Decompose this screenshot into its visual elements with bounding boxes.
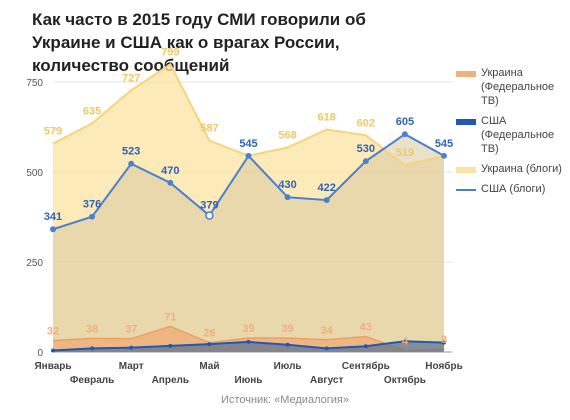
x-tick-label: Октябрь <box>384 374 426 386</box>
data-label-usa-blogs: 430 <box>278 179 296 191</box>
y-tick-label: 0 <box>37 348 43 359</box>
data-label-ukraine-tv: 39 <box>281 323 293 335</box>
legend-item-ukraine-blogs[interactable]: Украина (блоги) <box>456 162 568 176</box>
data-label-ukraine-blogs: 519 <box>396 147 414 159</box>
legend-label-ukraine-blogs: Украина (блоги) <box>481 163 562 175</box>
data-label-ukraine-tv: 4 <box>402 336 409 348</box>
legend-swatch-ukraine-blogs <box>456 167 476 173</box>
point-usa-blogs <box>362 158 369 165</box>
legend-swatch-usa-blogs <box>456 189 476 191</box>
x-tick-label: Ноябрь <box>425 360 462 372</box>
y-tick-label: 750 <box>26 78 43 89</box>
x-tick-label: Июнь <box>235 375 263 386</box>
data-label-usa-blogs: 422 <box>318 182 336 194</box>
point-usa-blogs <box>284 194 291 201</box>
point-usa-tv <box>363 344 368 349</box>
legend-item-usa-blogs[interactable]: США (блоги) <box>456 182 568 196</box>
data-label-ukraine-tv: 34 <box>321 325 334 337</box>
data-label-ukraine-tv: 38 <box>86 323 98 335</box>
y-tick-label: 250 <box>26 258 43 269</box>
point-usa-blogs <box>205 211 214 220</box>
legend-item-usa-tv[interactable]: США (Федеральное ТВ) <box>456 114 568 156</box>
data-label-ukraine-tv: 71 <box>164 311 176 323</box>
point-usa-tv <box>442 340 446 345</box>
data-label-ukraine-tv: 39 <box>242 323 254 335</box>
data-label-ukraine-tv: 8 <box>441 334 447 346</box>
data-label-usa-blogs: 530 <box>357 143 375 155</box>
data-label-ukraine-blogs: 727 <box>122 72 140 84</box>
line-ukraine-tv <box>52 325 445 352</box>
source-note: Источник: «Медиалогия» <box>221 394 349 406</box>
area-usa-blogs <box>53 134 444 352</box>
point-usa-blogs <box>401 131 408 138</box>
point-usa-tv <box>246 339 251 344</box>
legend-label-usa-blogs: США (блоги) <box>481 183 546 195</box>
point-usa-tv <box>207 342 212 347</box>
x-tick-label: Январь <box>34 361 71 372</box>
data-label-ukraine-tv: 26 <box>203 328 215 340</box>
y-tick-label: 500 <box>26 168 43 179</box>
point-usa-tv <box>168 343 173 348</box>
data-label-ukraine-tv: 43 <box>360 322 372 334</box>
legend-swatch-ukraine-tv <box>456 71 476 77</box>
data-label-usa-blogs: 341 <box>44 211 62 223</box>
x-tick-label: Апрель <box>152 375 189 386</box>
point-usa-blogs <box>50 226 56 233</box>
data-label-usa-blogs: 470 <box>161 165 179 177</box>
data-label-usa-blogs: 523 <box>122 146 140 158</box>
chart-title: Как часто в 2015 году СМИ говорили об Ук… <box>32 10 366 75</box>
chart-legend: Украина (Федеральное ТВ) США (Федерально… <box>456 66 568 202</box>
data-label-usa-blogs: 545 <box>435 138 453 150</box>
point-usa-blogs <box>323 197 330 204</box>
point-usa-blogs <box>441 152 447 159</box>
point-usa-blogs <box>245 152 252 159</box>
legend-item-ukraine-tv[interactable]: Украина (Федеральное ТВ) <box>456 66 568 108</box>
point-usa-blogs <box>167 179 174 186</box>
data-label-ukraine-tv: 37 <box>125 324 137 336</box>
x-tick-label: Февраль <box>70 375 114 386</box>
point-usa-tv <box>129 345 134 350</box>
x-tick-label: Май <box>199 361 219 372</box>
point-usa-tv <box>51 348 55 353</box>
area-usa-tv <box>53 341 444 352</box>
point-usa-tv <box>402 339 407 344</box>
data-label-ukraine-blogs: 579 <box>44 126 62 138</box>
x-tick-label: Март <box>119 361 144 372</box>
legend-label-ukraine-tv: Украина (Федеральное ТВ) <box>481 67 555 107</box>
x-tick-label: Сентябрь <box>342 360 390 372</box>
point-usa-blogs <box>128 160 135 167</box>
point-usa-tv <box>90 346 95 351</box>
data-label-ukraine-tv: 32 <box>47 325 59 337</box>
data-label-usa-blogs: 379 <box>200 200 218 212</box>
data-label-ukraine-blogs: 635 <box>83 105 101 117</box>
data-label-usa-blogs: 376 <box>83 199 101 211</box>
legend-label-usa-tv: США (Федеральное ТВ) <box>481 115 555 155</box>
data-label-usa-blogs: 605 <box>396 116 414 128</box>
data-label-ukraine-blogs: 618 <box>318 112 336 124</box>
x-tick-label: Август <box>310 375 343 386</box>
data-label-ukraine-blogs: 568 <box>278 130 296 142</box>
point-usa-blogs <box>89 213 96 220</box>
point-usa-tv <box>324 346 329 351</box>
data-label-ukraine-blogs: 602 <box>357 117 375 129</box>
data-label-ukraine-blogs: 799 <box>161 46 179 58</box>
point-usa-tv <box>285 342 290 347</box>
data-label-usa-blogs: 545 <box>239 138 257 150</box>
x-tick-label: Июль <box>274 361 302 372</box>
legend-swatch-usa-tv <box>456 119 476 125</box>
data-label-ukraine-blogs: 587 <box>200 123 218 135</box>
